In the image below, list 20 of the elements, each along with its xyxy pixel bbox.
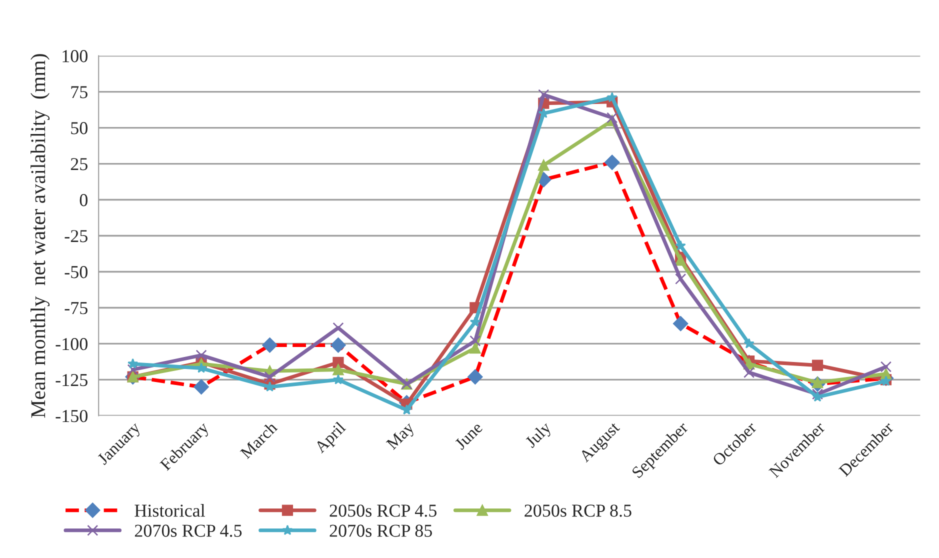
y-tick-label: -25 <box>64 230 88 242</box>
x-tick-label: May <box>386 421 418 453</box>
legend-label: 2050s RCP 8.5 <box>524 504 632 517</box>
y-tick-label: 75 <box>71 86 88 98</box>
y-axis-title: Mean monthly net water availability (mm) <box>30 54 50 418</box>
legend-label: Historical <box>134 504 205 517</box>
legend-label: 2050s RCP 4.5 <box>330 504 436 517</box>
legend-label: 2070s RCP 4.5 <box>134 524 242 537</box>
y-tick-label: -125 <box>56 374 88 386</box>
y-tick-label: 100 <box>62 50 88 62</box>
x-tick-label: July <box>524 420 554 451</box>
y-tick-label: 0 <box>80 194 88 206</box>
y-tick-label: -50 <box>64 266 88 278</box>
legend-label: 2070s RCP 85 <box>330 524 432 537</box>
y-tick-label: -75 <box>64 302 88 314</box>
y-tick-label: 25 <box>70 158 88 170</box>
y-tick-label: -150 <box>56 410 88 422</box>
y-tick-label: -100 <box>56 338 88 350</box>
y-tick-label: 50 <box>71 122 88 134</box>
x-tick-label: June <box>454 421 484 450</box>
